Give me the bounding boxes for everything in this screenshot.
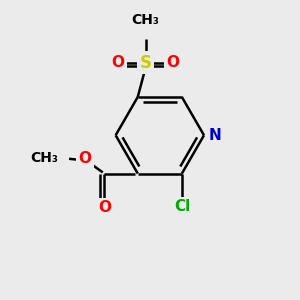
Text: O: O [98,200,111,215]
Text: N: N [209,128,222,143]
Text: CH₃: CH₃ [132,13,160,27]
Text: O: O [167,55,180,70]
Text: O: O [112,55,124,70]
Text: S: S [140,54,152,72]
Text: Cl: Cl [174,200,190,214]
Text: O: O [78,151,91,166]
Text: CH₃: CH₃ [30,151,58,165]
